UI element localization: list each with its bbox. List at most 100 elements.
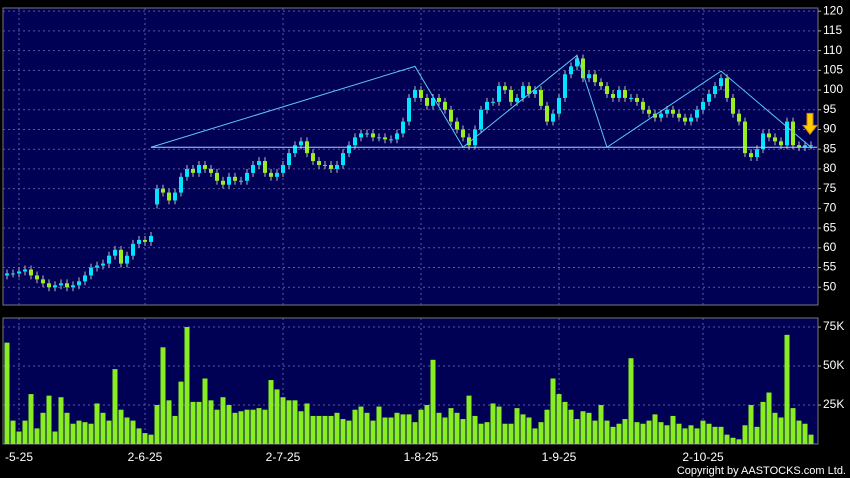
volume-bar	[286, 400, 292, 444]
x-tick-label: 2-6-25	[128, 450, 163, 464]
candle-body	[35, 275, 39, 280]
trendline	[150, 54, 812, 149]
candle-body	[323, 164, 327, 166]
candle-body	[221, 180, 225, 185]
volume-bar	[208, 400, 214, 444]
candle-body	[149, 235, 153, 242]
candle-body	[41, 279, 45, 284]
candle-body	[101, 263, 105, 266]
volume-bar	[58, 397, 64, 444]
candle-body	[755, 149, 759, 158]
candle-body	[563, 74, 567, 98]
volume-bar	[76, 420, 82, 444]
candle-body	[401, 121, 405, 134]
volume-bar	[556, 394, 562, 444]
volume-bar	[166, 400, 172, 444]
volume-bar	[670, 415, 676, 444]
volume-bar	[220, 397, 226, 444]
candle-body	[515, 97, 519, 102]
volume-bar	[112, 369, 118, 444]
candle-body	[275, 172, 279, 177]
volume-bar	[628, 358, 634, 444]
volume-bar	[142, 433, 148, 444]
volume-bar	[322, 415, 328, 444]
candle-body	[257, 161, 261, 165]
candle-body	[773, 137, 777, 142]
volume-bar	[226, 405, 232, 444]
volume-bar	[550, 378, 556, 444]
candle-body	[11, 273, 15, 275]
candle-body	[425, 97, 429, 106]
candle-body	[95, 265, 99, 268]
candle-body	[269, 172, 273, 177]
volume-bar	[748, 405, 754, 444]
volume-bar	[760, 401, 766, 444]
candle-body	[605, 86, 609, 94]
candle-body	[533, 90, 537, 94]
candle-body	[71, 285, 75, 288]
volume-bar	[178, 381, 184, 444]
volume-bar	[172, 415, 178, 444]
y-tick-label: 95	[823, 102, 837, 116]
candle-body	[419, 90, 423, 98]
volume-bar	[568, 409, 574, 444]
y-tick-label: 50	[823, 279, 837, 293]
volume-bar	[412, 422, 418, 444]
candle-body	[311, 153, 315, 162]
volume-bar	[136, 428, 142, 444]
volume-bar	[778, 417, 784, 444]
candle-body	[59, 283, 63, 286]
volume-bar	[478, 423, 484, 444]
volume-bar	[622, 419, 628, 444]
volume-bar	[88, 423, 94, 444]
volume-bar	[676, 423, 682, 444]
y-tick-label: 50K	[823, 358, 844, 372]
volume-bar	[574, 419, 580, 444]
candle-body	[779, 141, 783, 146]
candle-body	[335, 164, 339, 169]
candle-body	[461, 129, 465, 138]
candle-body	[695, 109, 699, 118]
volume-bar	[802, 423, 808, 444]
volume-bar	[94, 403, 100, 444]
y-tick-label: 25K	[823, 397, 844, 411]
candle-body	[359, 133, 363, 138]
candle-body	[677, 113, 681, 118]
candle-body	[347, 145, 351, 154]
candle-body	[749, 153, 753, 158]
volume-bar	[298, 411, 304, 444]
volume-bar	[724, 434, 730, 444]
volume-bar	[292, 400, 298, 444]
volume-bar	[16, 431, 22, 444]
candle-body	[503, 86, 507, 91]
candle-body	[443, 101, 447, 110]
candle-body	[431, 97, 435, 106]
candle-body	[527, 86, 531, 94]
volume-bar	[316, 415, 322, 444]
candle-body	[365, 133, 369, 135]
y-tick-label: 55	[823, 260, 837, 274]
candle-body	[413, 90, 417, 98]
candle-body	[737, 113, 741, 122]
candle-body	[611, 93, 615, 98]
candle-body	[689, 117, 693, 122]
price-panel	[2, 7, 819, 306]
candle-body	[377, 137, 381, 139]
candle-body	[179, 176, 183, 193]
candle-body	[797, 145, 801, 148]
y-tick-label: 120	[823, 3, 843, 17]
candle-body	[635, 97, 639, 102]
candle-body	[281, 164, 285, 173]
candle-body	[197, 164, 201, 173]
candle-body	[389, 139, 393, 141]
volume-bar	[580, 411, 586, 444]
volume-bar	[370, 420, 376, 444]
candle-body	[647, 109, 651, 114]
y-tick-label: 75	[823, 181, 837, 195]
volume-bar	[772, 412, 778, 444]
candle-body	[65, 283, 69, 288]
volume-bar	[160, 347, 166, 444]
candle-body	[353, 137, 357, 146]
volume-bar	[616, 423, 622, 444]
x-tick-label: 2-7-25	[266, 450, 301, 464]
